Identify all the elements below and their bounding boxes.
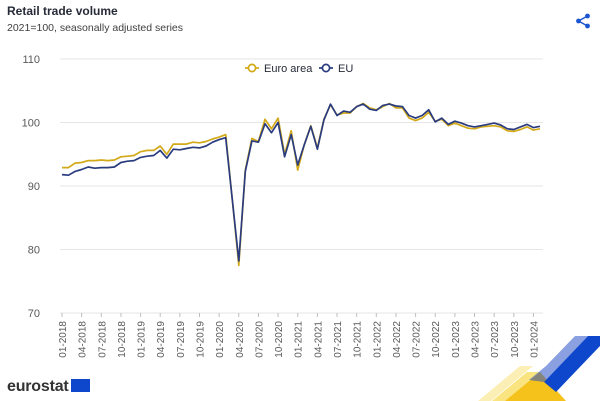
logo-text: eurostat [7,378,69,395]
x-tick-label: 10-2022 [431,321,442,358]
x-tick-label: 10-2021 [353,321,364,358]
legend-marker-icon [321,63,331,73]
x-tick-label: 07-2019 [176,321,187,358]
series-layer [61,102,541,267]
eurostat-stripes-decoration [478,336,600,401]
x-axis: 01-2018 04-2018 07-2018 10-2018 01-2019 04-20… [58,313,540,358]
x-tick-label: 10-2019 [196,321,207,358]
x-tick-label: 07-2020 [254,321,265,358]
legend-label: Euro area [264,63,313,75]
series-line-euro-area[interactable] [62,102,541,267]
x-tick-label: 07-2018 [97,321,108,358]
x-tick-label: 04-2019 [156,321,167,358]
legend-marker-icon [247,63,257,73]
x-tick-label: 04-2021 [313,321,324,358]
x-tick-label: 07-2022 [412,321,423,358]
legend-item-euro-area[interactable]: Euro area [245,63,313,75]
y-tick-label: 80 [28,245,40,257]
x-tick-label: 01-2018 [58,321,69,358]
y-tick-label: 90 [28,181,40,193]
x-tick-label: 01-2019 [137,321,148,358]
y-tick-label: 70 [28,308,40,320]
x-tick-label: 01-2023 [451,321,462,358]
grid-layer [60,58,543,314]
x-tick-label: 01-2022 [372,321,383,358]
y-axis: 70 80 90 100 110 [22,54,40,320]
eurostat-logo: eurostat [7,378,90,396]
x-tick-label: 10-2020 [274,321,285,358]
eu-flag-icon [70,379,90,392]
x-tick-label: 07-2023 [490,321,501,358]
x-tick-label: 01-2024 [529,321,540,358]
x-tick-label: 04-2018 [78,321,89,358]
share-icon[interactable] [575,13,591,29]
chart-title: Retail trade volume [7,4,118,18]
x-tick-label: 01-2021 [294,321,305,358]
x-tick-label: 07-2021 [333,321,344,358]
x-tick-label: 10-2018 [117,321,128,358]
y-tick-label: 110 [22,54,40,66]
chart-subtitle: 2021=100, seasonally adjusted series [7,22,183,34]
legend[interactable]: Euro area EU [245,63,353,75]
x-tick-label: 10-2023 [510,321,521,358]
x-tick-label: 04-2020 [235,321,246,358]
x-tick-label: 04-2023 [471,321,482,358]
legend-label: EU [338,63,353,75]
y-tick-label: 100 [22,118,40,130]
legend-item-eu[interactable]: EU [319,63,353,75]
x-tick-label: 04-2022 [392,321,403,358]
x-tick-label: 01-2020 [215,321,226,358]
series-line-eu[interactable] [61,103,541,262]
